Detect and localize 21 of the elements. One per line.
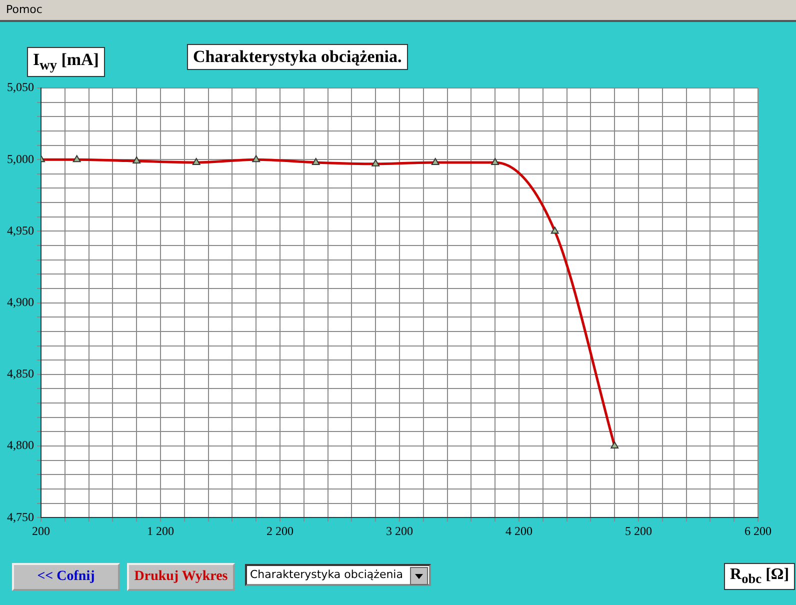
chart-title: Charakterystyka obciążenia.: [187, 44, 408, 70]
y-tick-label: 5,000: [7, 152, 34, 166]
x-tick-label: 5 200: [625, 524, 652, 538]
chart-select: Charakterystyka obciążenia: [245, 564, 431, 586]
x-tick-label: 1 200: [147, 524, 174, 538]
back-button: << Cofnij: [12, 563, 120, 591]
x-tick-label: 3 200: [386, 524, 413, 538]
y-tick-label: 4,750: [7, 510, 34, 524]
y-tick-label: 5,050: [7, 80, 34, 94]
y-axis-title: I$_{wy}$ [mA]: [27, 47, 105, 78]
text: Pomoc: [6, 3, 42, 16]
x-tick-label: 2 200: [266, 524, 294, 538]
x-axis-title: R$_{obc}$ [Ω]: [724, 563, 796, 590]
y-tick-label: 4,800: [7, 438, 34, 452]
print-button: Drukuj Wykres: [127, 563, 235, 591]
x-tick-label: 4 200: [506, 524, 532, 538]
y-tick-label: 4,950: [7, 223, 34, 238]
x-tick-label: 6 200: [744, 524, 772, 538]
x-tick-label: 200: [32, 524, 50, 538]
y-tick-label: 4,850: [7, 366, 34, 381]
y-tick-label: 4,900: [7, 294, 34, 309]
